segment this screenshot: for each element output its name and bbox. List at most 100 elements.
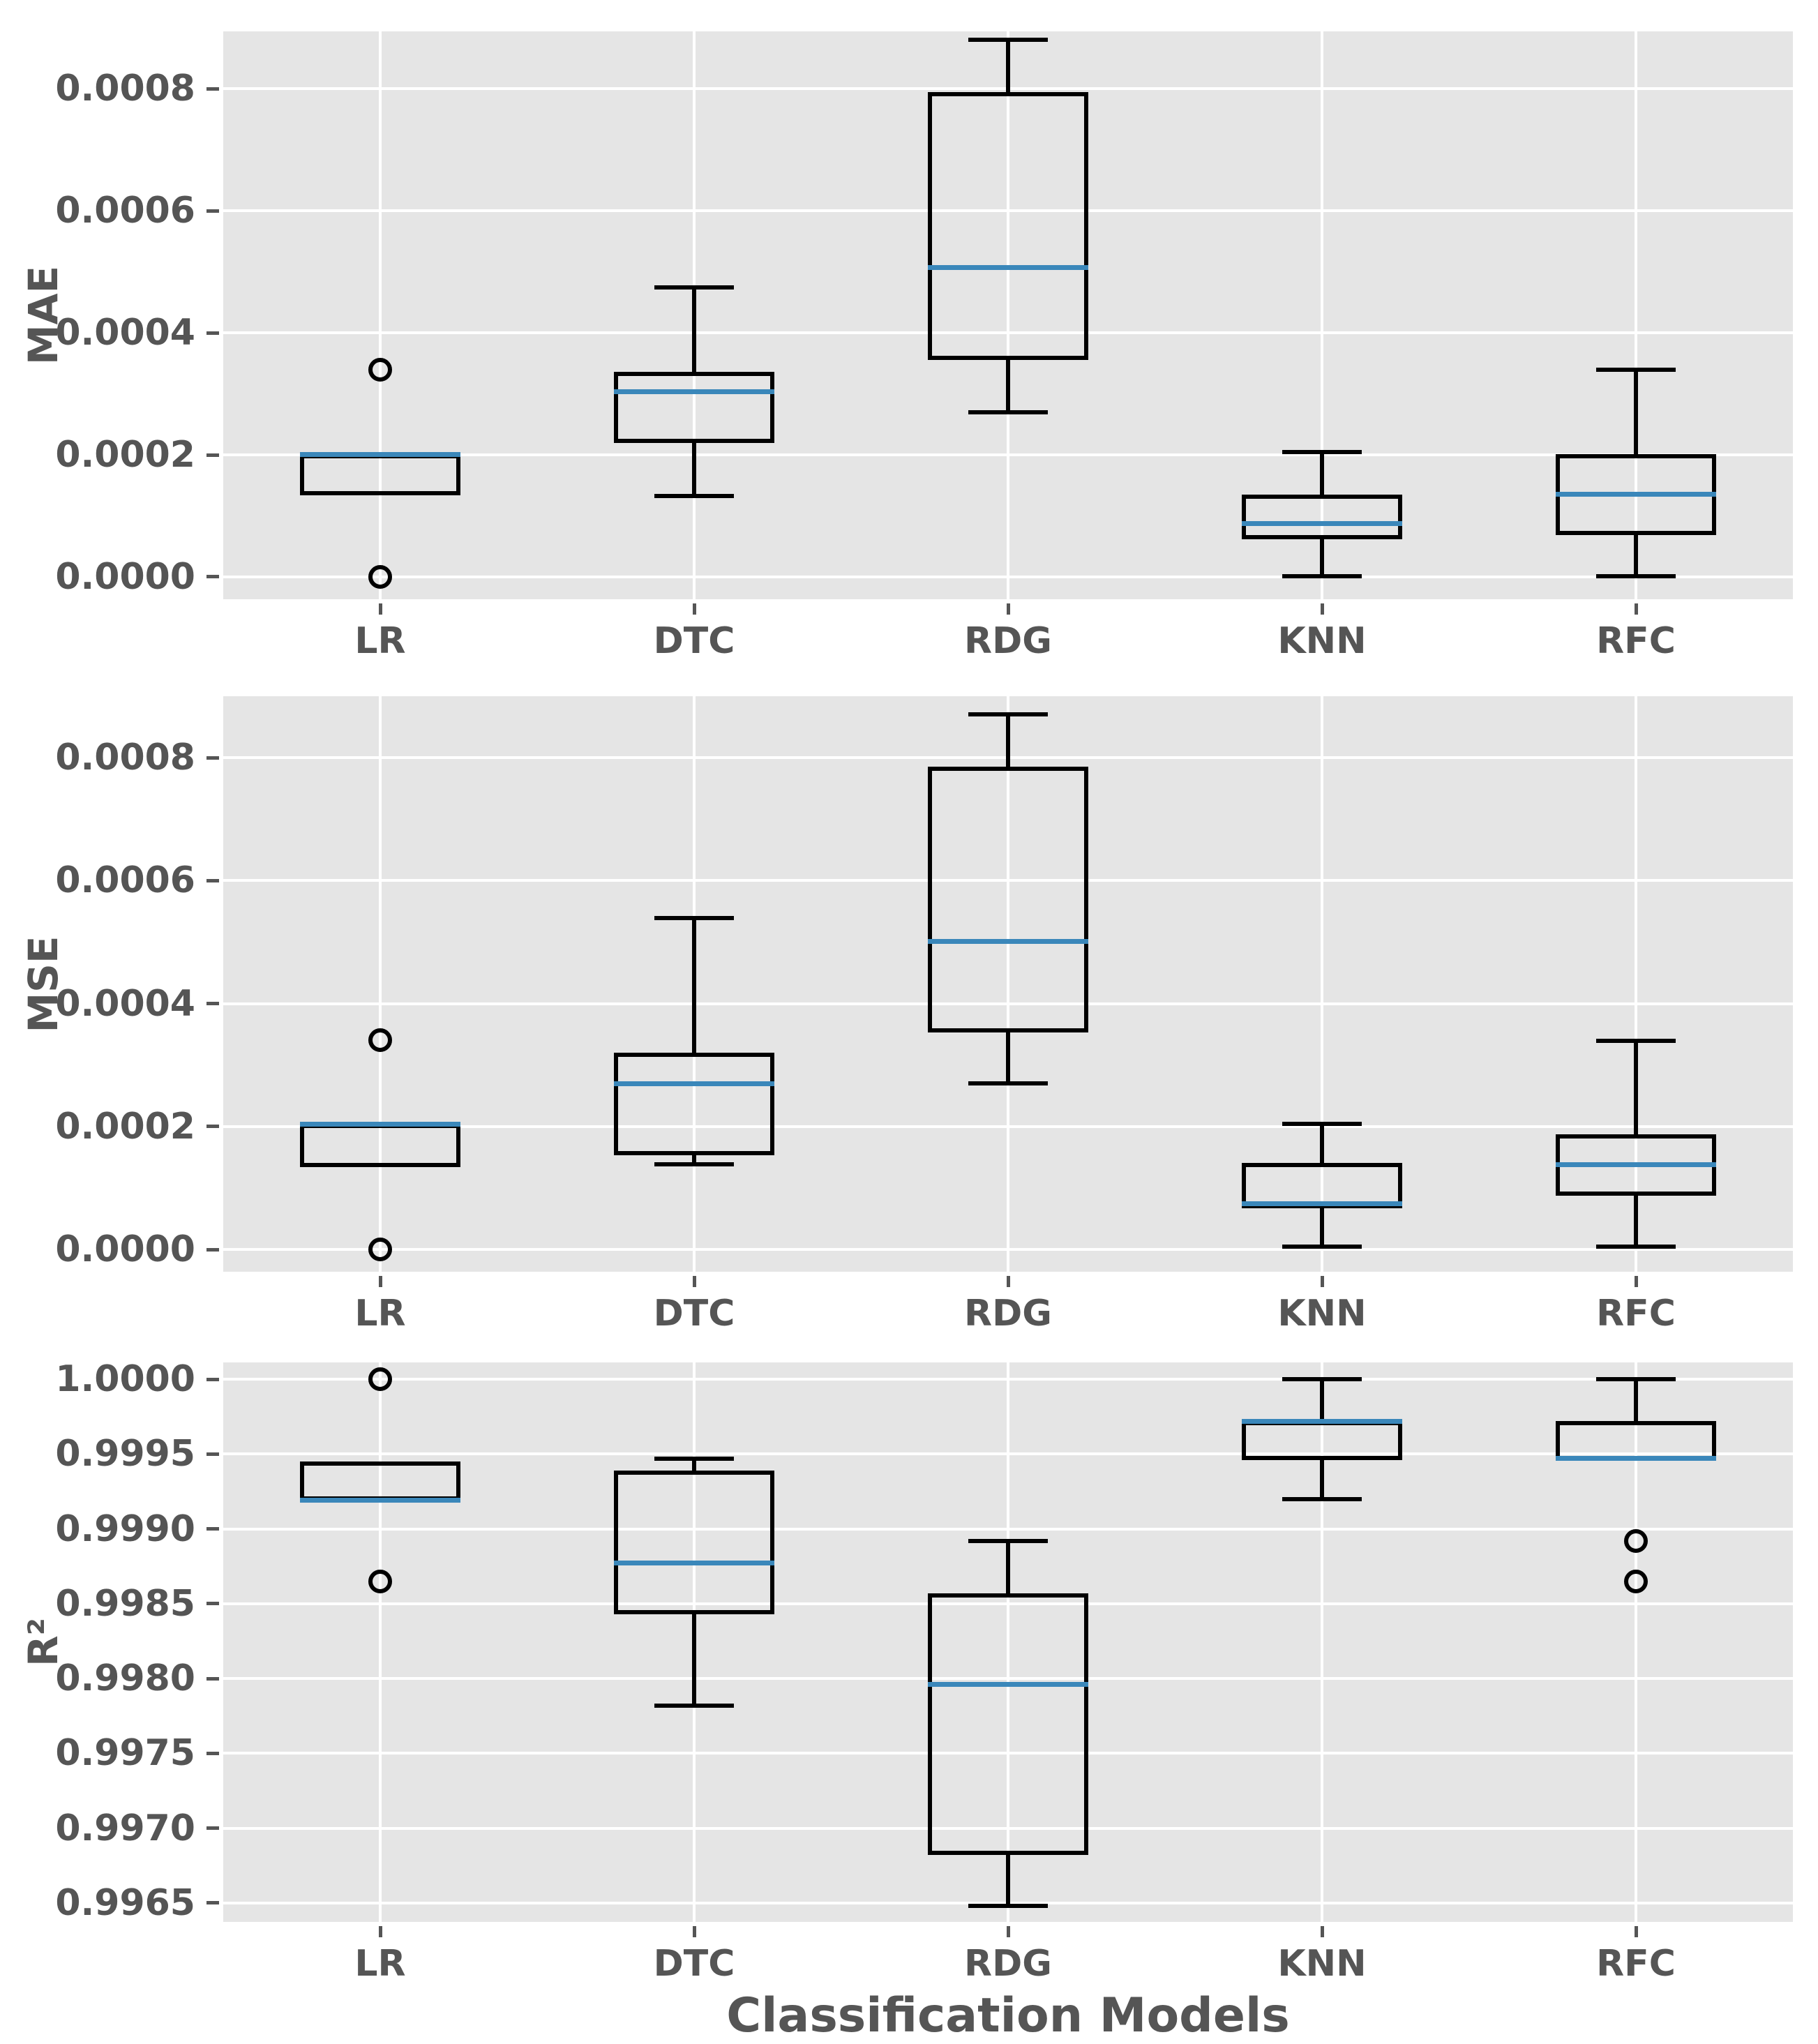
y-tick-label: 0.0008 xyxy=(55,68,195,110)
outlier-circle-lr xyxy=(368,1367,392,1392)
whisker-lower xyxy=(1634,1196,1638,1247)
whisker-cap-lower xyxy=(654,493,734,498)
y-tick-label: 0.0006 xyxy=(55,859,195,902)
y-tick-label: 0.9970 xyxy=(55,1807,195,1849)
x-axis-label: Classification Models xyxy=(726,1988,1290,2043)
boxplot-box-lr xyxy=(300,454,460,495)
median-line-rfc xyxy=(1556,1456,1716,1461)
whisker-lower xyxy=(1006,1855,1010,1907)
x-tick-label-knn: KNN xyxy=(1277,1293,1367,1335)
whisker-cap-upper xyxy=(1596,1377,1676,1382)
y-tick-mark xyxy=(206,575,219,579)
y-tick-mark xyxy=(206,1676,219,1681)
y-tick-mark xyxy=(206,1527,219,1531)
x-tick-mark xyxy=(1320,603,1324,615)
median-line-dtc xyxy=(614,389,774,395)
x-tick-mark xyxy=(378,1276,382,1287)
y-tick-label: 0.9985 xyxy=(55,1582,195,1625)
y-tick-mark xyxy=(206,756,219,760)
y-tick-label: 0.9990 xyxy=(55,1508,195,1550)
y-tick-mark xyxy=(206,87,219,91)
gridline-vertical xyxy=(379,31,382,599)
whisker-upper xyxy=(1320,1379,1324,1422)
y-tick-mark xyxy=(206,1452,219,1456)
whisker-cap-lower xyxy=(654,1703,734,1708)
x-tick-mark xyxy=(692,603,696,615)
y-tick-label: 0.0004 xyxy=(55,312,195,354)
median-line-dtc xyxy=(614,1081,774,1086)
boxplot-box-rdg xyxy=(928,91,1088,361)
x-tick-label-knn: KNN xyxy=(1277,620,1367,662)
outlier-circle-lr xyxy=(368,1028,392,1053)
boxplot-box-rdg xyxy=(928,1593,1088,1856)
whisker-cap-lower xyxy=(1596,1244,1676,1249)
y-tick-mark xyxy=(206,1125,219,1129)
y-tick-label: 0.0000 xyxy=(55,555,195,598)
y-tick-mark xyxy=(206,1901,219,1905)
whisker-cap-lower xyxy=(968,409,1048,414)
whisker-lower xyxy=(692,1155,696,1164)
whisker-upper xyxy=(1320,451,1324,495)
whisker-cap-upper xyxy=(968,1538,1048,1543)
whisker-cap-upper xyxy=(654,1456,734,1461)
whisker-upper xyxy=(1006,1540,1010,1593)
whisker-lower xyxy=(1320,1459,1324,1499)
y-axis-label-mse: MSE xyxy=(20,935,67,1033)
outlier-circle-rfc xyxy=(1624,1528,1648,1553)
x-tick-mark xyxy=(1320,1276,1324,1287)
x-tick-label-knn: KNN xyxy=(1277,1943,1367,1985)
y-tick-mark xyxy=(206,209,219,213)
gridline-vertical xyxy=(379,696,382,1272)
y-tick-mark xyxy=(206,331,219,335)
boxplot-box-rfc xyxy=(1556,1421,1716,1460)
whisker-upper xyxy=(1634,1041,1638,1135)
whisker-cap-lower xyxy=(1282,1244,1362,1249)
x-tick-label-lr: LR xyxy=(354,1943,406,1985)
y-tick-label: 0.9965 xyxy=(55,1881,195,1924)
x-tick-label-rfc: RFC xyxy=(1596,1943,1676,1985)
gridline-vertical xyxy=(1321,696,1323,1272)
x-tick-label-rfc: RFC xyxy=(1596,1293,1676,1335)
y-tick-mark xyxy=(206,1247,219,1252)
x-tick-label-lr: LR xyxy=(354,1293,406,1335)
gridline-vertical xyxy=(1635,1362,1637,1922)
median-line-dtc xyxy=(614,1561,774,1566)
x-tick-mark xyxy=(692,1926,696,1937)
x-tick-label-rfc: RFC xyxy=(1596,620,1676,662)
whisker-cap-lower xyxy=(1282,574,1362,579)
boxplot-box-lr xyxy=(300,1461,460,1501)
whisker-lower xyxy=(1320,539,1324,577)
y-tick-label: 0.0002 xyxy=(55,434,195,476)
x-tick-mark xyxy=(692,1276,696,1287)
whisker-upper xyxy=(1634,369,1638,455)
whisker-cap-upper xyxy=(1596,367,1676,372)
y-tick-label: 0.0002 xyxy=(55,1105,195,1148)
gridline-vertical xyxy=(1635,696,1637,1272)
median-line-lr xyxy=(300,1121,460,1127)
y-tick-label: 0.0000 xyxy=(55,1228,195,1270)
median-line-knn xyxy=(1242,1418,1402,1424)
y-axis-label-r2: R² xyxy=(20,1617,67,1667)
whisker-upper xyxy=(1006,40,1010,92)
x-tick-mark xyxy=(378,603,382,615)
whisker-cap-upper xyxy=(1282,1122,1362,1127)
median-line-lr xyxy=(300,1498,460,1503)
gridline-vertical xyxy=(1635,31,1637,599)
boxplot-box-dtc xyxy=(614,1053,774,1156)
subplot-panel-r2 xyxy=(223,1362,1793,1922)
x-tick-label-lr: LR xyxy=(354,620,406,662)
whisker-upper xyxy=(692,287,696,373)
y-tick-label: 0.9975 xyxy=(55,1732,195,1775)
whisker-lower xyxy=(692,442,696,496)
outlier-circle-lr xyxy=(368,357,392,382)
whisker-lower xyxy=(1320,1208,1324,1247)
whisker-lower xyxy=(1634,534,1638,577)
whisker-upper xyxy=(692,918,696,1053)
whisker-cap-lower xyxy=(968,1904,1048,1909)
boxplot-box-lr xyxy=(300,1124,460,1167)
boxplot-box-knn xyxy=(1242,494,1402,539)
whisker-cap-upper xyxy=(1596,1039,1676,1044)
boxplot-box-rdg xyxy=(928,767,1088,1032)
whisker-cap-upper xyxy=(1282,1377,1362,1382)
